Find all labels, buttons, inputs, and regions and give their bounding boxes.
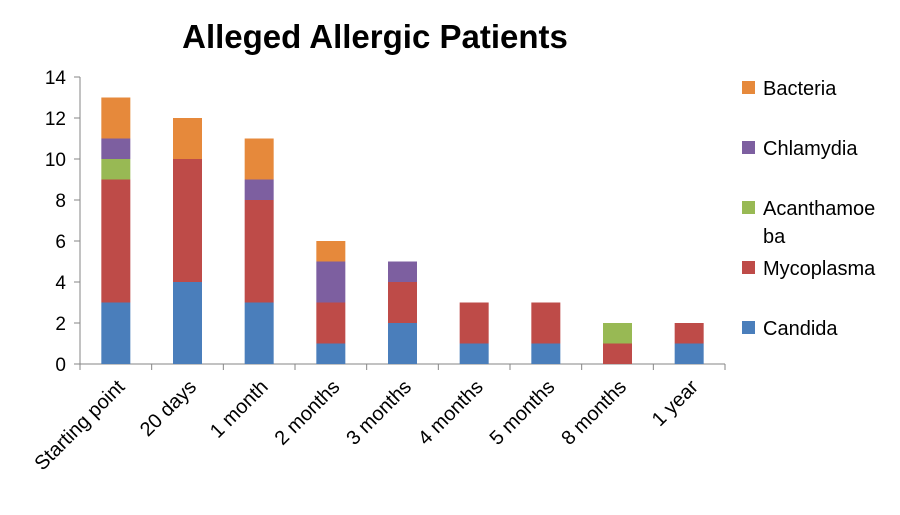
y-tick-label: 0 <box>55 355 66 376</box>
y-tick-label: 2 <box>55 314 66 335</box>
bar-segment-bacteria <box>173 118 202 159</box>
bar-segment-mycoplasma <box>244 200 274 303</box>
bar-segment-bacteria <box>316 241 346 262</box>
x-category-label: 3 months <box>342 376 416 450</box>
bar-segment-bacteria <box>244 138 274 180</box>
bar-segment-mycoplasma <box>531 302 561 344</box>
bar-segment-bacteria <box>101 97 131 139</box>
y-tick-label: 12 <box>45 109 66 130</box>
x-category-label: 8 months <box>557 376 631 450</box>
chart-title: Alleged Allergic Patients <box>182 18 568 55</box>
legend: Bacteria Chlamydia Acanthamoe ba Mycoplasma C… <box>742 78 876 340</box>
x-category-label: 1 year <box>648 376 703 431</box>
legend-label: Acanthamoe <box>763 198 875 220</box>
plot-area: 0 2 4 6 8 10 12 14 Starting point 20 days 1 month2… <box>30 68 726 475</box>
bar-segment-candida <box>244 302 274 364</box>
legend-label: Mycoplasma <box>763 258 876 280</box>
bar-segment-candida <box>388 323 417 364</box>
bar-segment-candida <box>101 302 131 364</box>
bar-segment-chlamydia <box>101 138 131 159</box>
bar-segment-mycoplasma <box>173 159 202 282</box>
legend-swatch-acanthamoeba <box>742 201 755 214</box>
x-category-label: 5 months <box>486 376 560 450</box>
x-category-label: 2 months <box>271 376 345 450</box>
bar-segment-candida <box>316 343 346 364</box>
bar-segment-mycoplasma <box>388 282 417 323</box>
bar-segment-chlamydia <box>316 261 346 303</box>
bar-segment-chlamydia <box>244 179 274 200</box>
legend-label: Candida <box>763 318 838 340</box>
y-tick-label: 4 <box>55 273 66 294</box>
legend-swatch-chlamydia <box>742 141 755 154</box>
legend-label: ba <box>763 226 786 248</box>
y-tick-label: 10 <box>45 150 66 171</box>
bar-segment-chlamydia <box>388 261 417 282</box>
bar-segment-mycoplasma <box>459 302 489 344</box>
legend-label: Chlamydia <box>763 138 858 160</box>
legend-swatch-bacteria <box>742 81 755 94</box>
x-category-label: Starting point <box>30 376 129 475</box>
bar-segment-acanthamoeba <box>603 323 632 344</box>
bar-segment-candida <box>531 343 561 364</box>
bar-segment-mycoplasma <box>101 179 131 303</box>
y-tick-label: 14 <box>45 68 67 89</box>
bar-segment-candida <box>459 343 489 364</box>
x-category-label: 20 days <box>136 376 201 441</box>
legend-swatch-candida <box>742 321 755 334</box>
legend-swatch-mycoplasma <box>742 261 755 274</box>
x-category-label: 1 month <box>206 376 273 443</box>
bar-segment-candida <box>674 343 704 364</box>
bar-segment-mycoplasma <box>603 343 632 364</box>
bar-segment-acanthamoeba <box>101 159 131 180</box>
bar-segment-mycoplasma <box>674 323 704 344</box>
legend-label: Bacteria <box>763 78 837 100</box>
bar-segment-mycoplasma <box>316 302 346 344</box>
bar-segment-candida <box>173 282 202 364</box>
y-tick-label: 8 <box>55 191 66 212</box>
x-category-label: 4 months <box>414 376 488 450</box>
y-tick-label: 6 <box>55 232 66 253</box>
